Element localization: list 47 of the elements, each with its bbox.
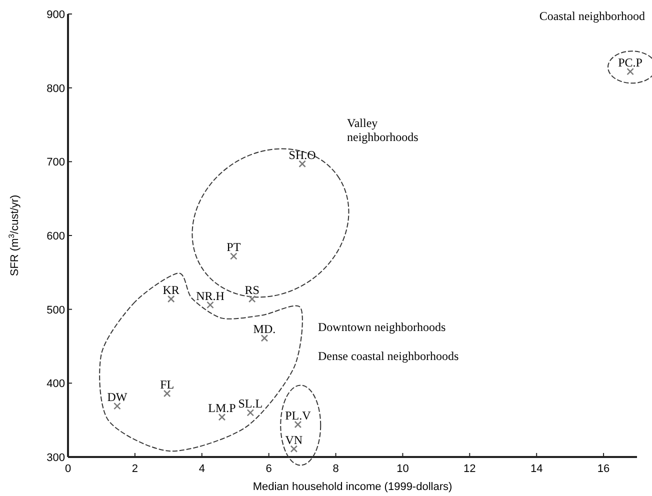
y-tick-label: 900: [46, 9, 65, 21]
point: [230, 252, 238, 260]
annotation: PT: [226, 240, 242, 254]
point: [298, 160, 306, 168]
x-tick-label: 8: [332, 463, 339, 475]
annotation: LM.P: [208, 401, 236, 416]
annotation: Coastal neighborhood: [539, 9, 645, 23]
annotation: SL.L: [238, 396, 263, 411]
point: [163, 390, 171, 398]
point: [248, 295, 256, 303]
point: [167, 295, 175, 303]
annotation: SH.O: [288, 148, 316, 162]
x-tick-label: 6: [266, 463, 272, 475]
y-tick-label: 600: [46, 230, 65, 242]
x-tick-label: 10: [396, 463, 409, 475]
x-tick-label: 12: [464, 463, 476, 475]
y-tick-label: 300: [46, 452, 65, 464]
y-tick-label: 800: [46, 82, 65, 95]
annotation: VN: [285, 432, 303, 447]
annotation: Downtown neighborhoods: [318, 320, 446, 334]
annotation: DW: [107, 390, 128, 404]
point: [294, 420, 302, 428]
x-tick-label: 16: [597, 463, 610, 475]
point: [260, 334, 268, 342]
y-tick-label: 700: [46, 156, 65, 169]
annotation: FL: [160, 378, 174, 392]
annotation: KR: [162, 282, 180, 297]
point: [246, 409, 254, 416]
annotation: Dense coastal neighborhoods: [318, 349, 459, 363]
x-axis-title: Median household income (1999-dollars): [252, 481, 452, 493]
x-tick-label: 14: [530, 463, 543, 475]
annotation: Valley neighborhoods: [347, 116, 419, 144]
point: [114, 402, 121, 410]
x-tick-label: 2: [132, 463, 138, 475]
point: [626, 68, 634, 76]
point: [218, 413, 226, 421]
annotation: NR.H: [196, 288, 225, 303]
annotation: PL.V: [285, 408, 312, 423]
annotation: MD.: [253, 322, 276, 336]
y-tick-label: 500: [46, 304, 65, 316]
annotation: PC.P: [618, 56, 643, 70]
point: [290, 445, 298, 453]
point: [206, 301, 214, 309]
x-tick-label: 0: [64, 463, 72, 475]
y-tick-label: 400: [46, 378, 65, 390]
x-tick-label: 4: [198, 463, 205, 475]
annotation: RS: [244, 282, 260, 297]
